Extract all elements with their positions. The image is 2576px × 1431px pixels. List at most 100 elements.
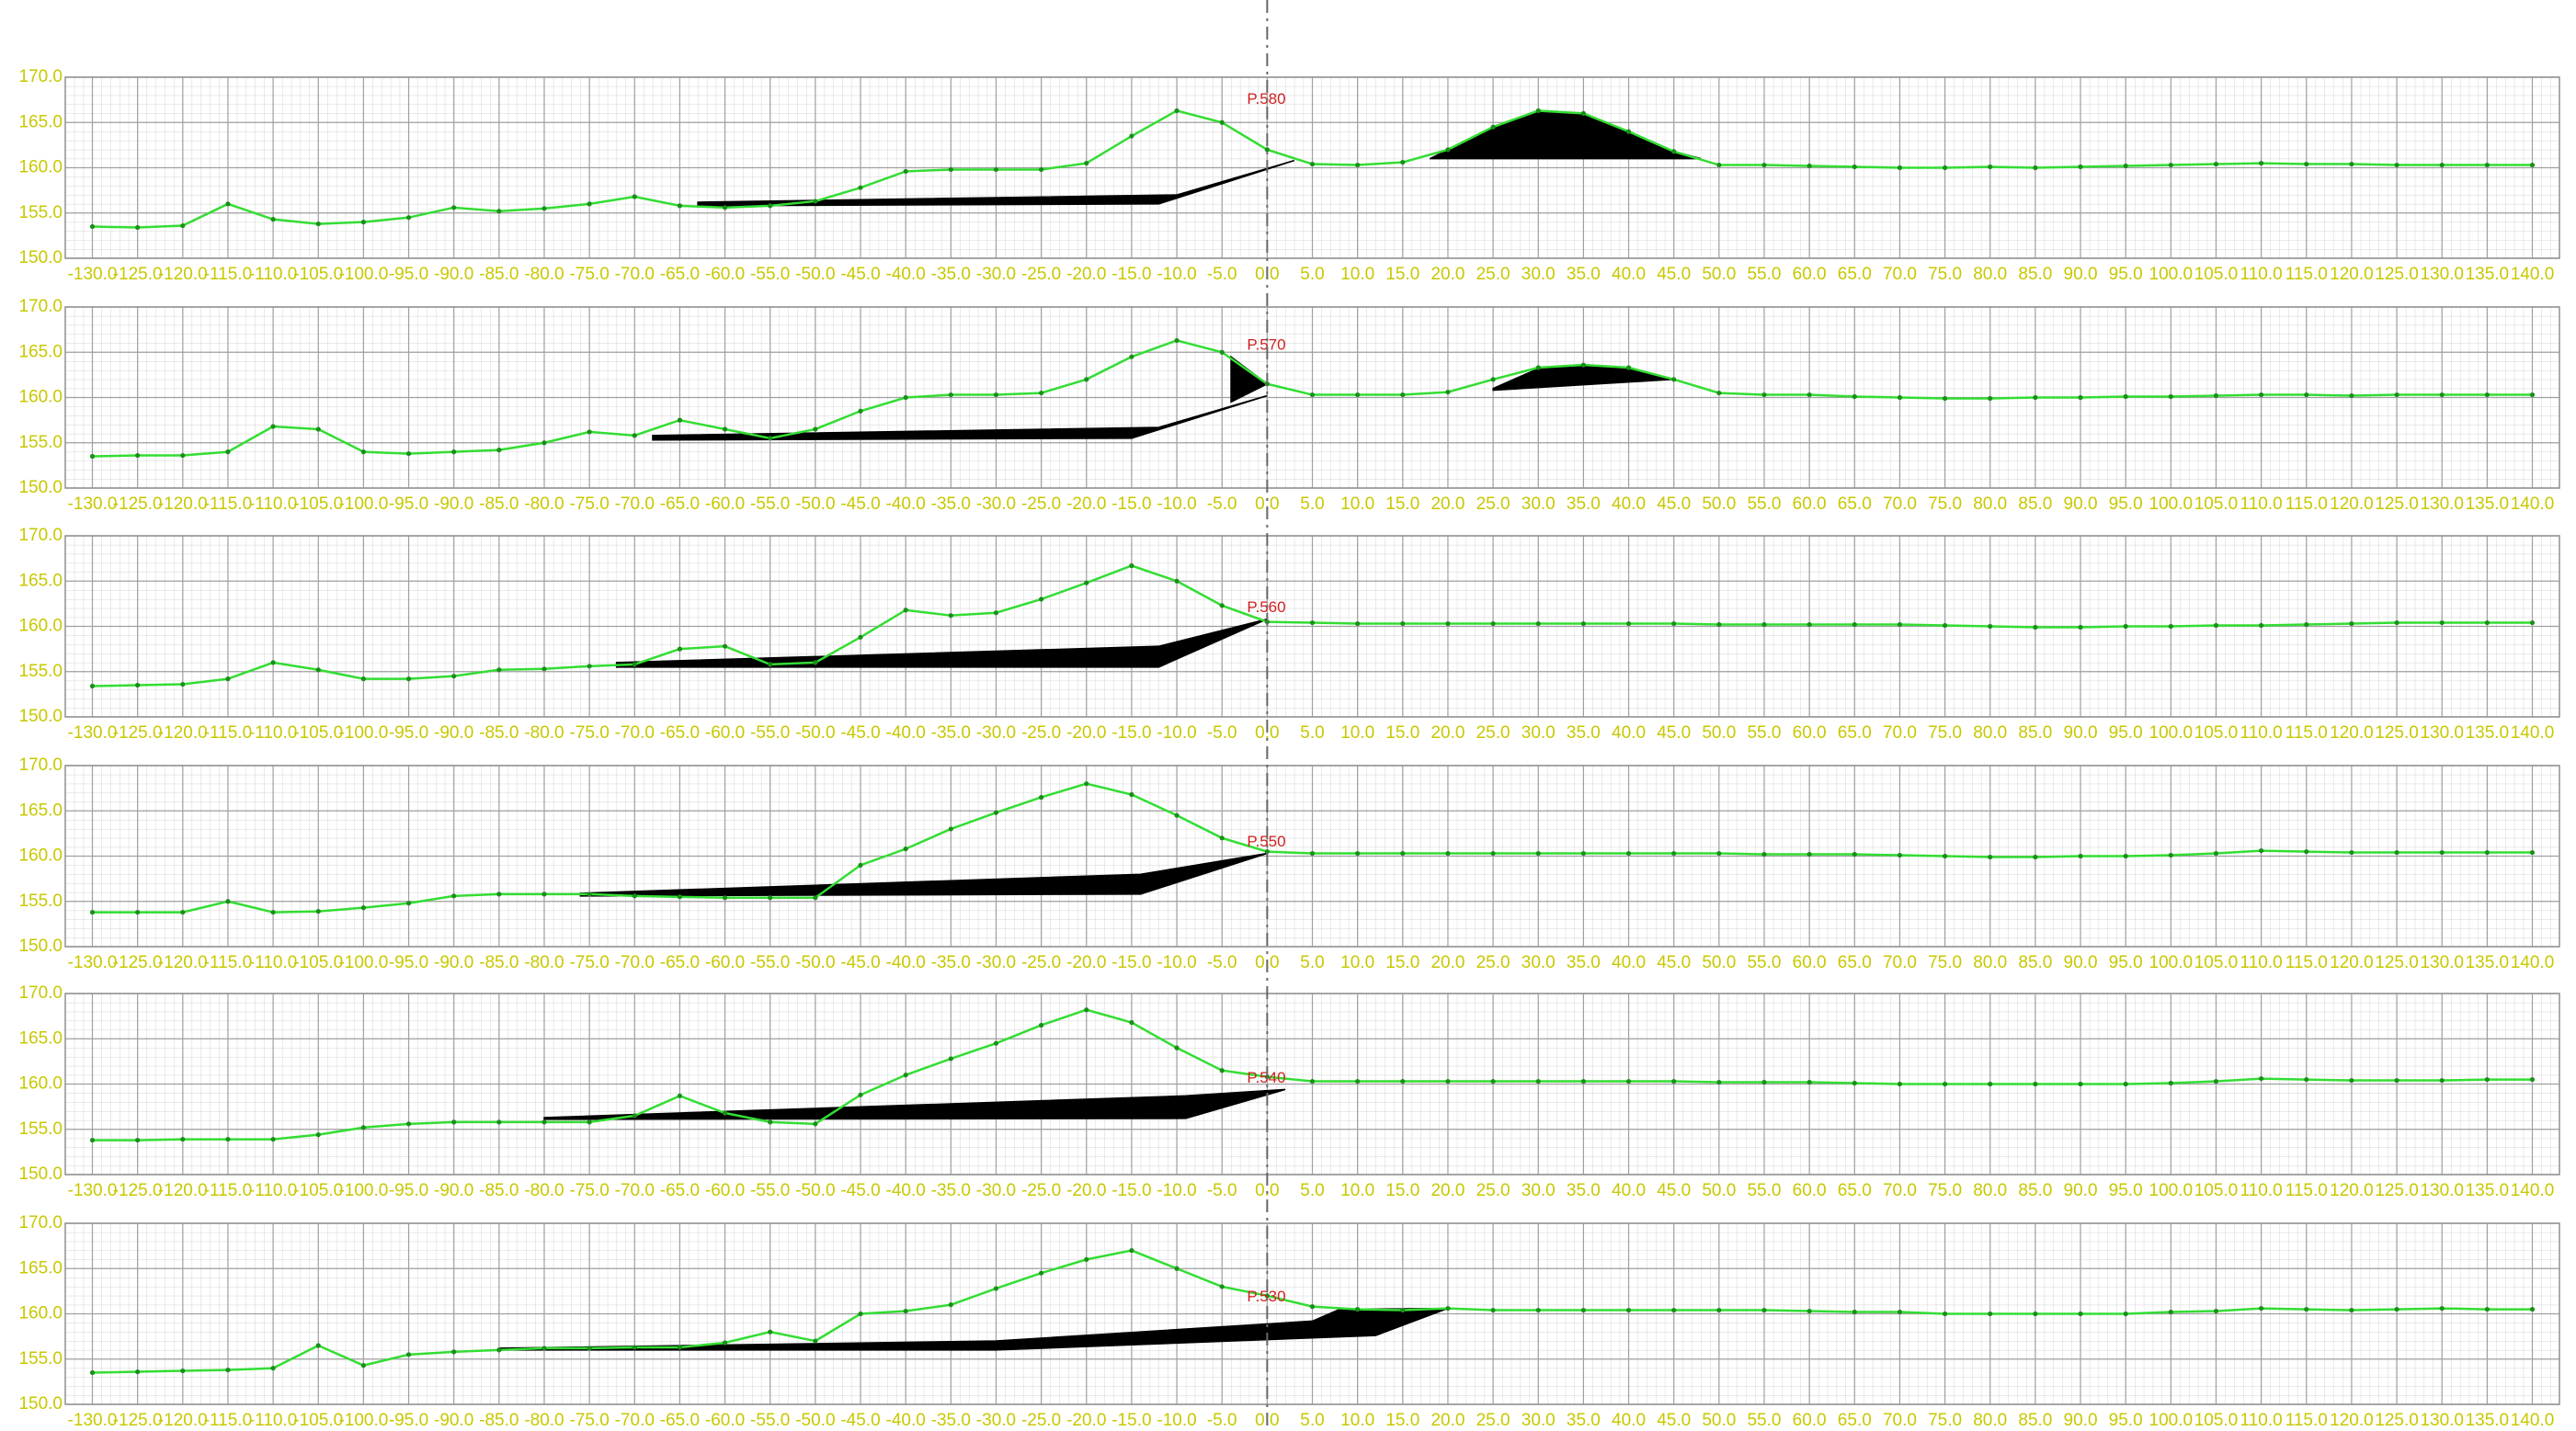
ground-point xyxy=(1535,620,1541,627)
ground-point xyxy=(89,683,96,689)
ground-point xyxy=(2123,853,2128,859)
ground-point xyxy=(541,1119,547,1125)
ground-point xyxy=(948,166,953,173)
ground-point xyxy=(1084,1007,1089,1013)
y-tick-label: 150.0 xyxy=(18,248,63,267)
x-tick-label: -85.0 xyxy=(479,494,519,514)
ground-point xyxy=(2349,1077,2354,1084)
x-tick-label: 130.0 xyxy=(2420,265,2464,284)
panel: 150.0 155.0 160.0 165.0 170.0 -130.0-125.0-12… xyxy=(18,1213,2560,1430)
x-tick-label: 140.0 xyxy=(2511,953,2555,972)
x-tick-label: -5.0 xyxy=(1207,723,1237,743)
ground-point xyxy=(587,664,592,669)
x-tick-label: 105.0 xyxy=(2194,1411,2239,1430)
x-tick-label: 25.0 xyxy=(1476,1411,1510,1430)
earthwork-fill xyxy=(615,618,1268,668)
ground-point xyxy=(1490,850,1496,857)
section-label: P.550 xyxy=(1247,833,1285,850)
x-tick-label: -105.0 xyxy=(293,494,343,514)
ground-point xyxy=(1084,580,1089,585)
ground-point xyxy=(405,450,412,457)
x-tick-label: 35.0 xyxy=(1567,1411,1601,1430)
ground-point xyxy=(1445,1078,1451,1085)
x-tick-label: 70.0 xyxy=(1883,494,1917,514)
ground-point xyxy=(1942,853,1948,859)
y-tick-label: 160.0 xyxy=(18,1304,63,1323)
ground-point xyxy=(180,222,186,229)
ground-point xyxy=(1400,1307,1406,1313)
x-tick-label: -20.0 xyxy=(1066,494,1106,514)
ground-point xyxy=(225,449,231,455)
x-tick-label: -130.0 xyxy=(68,265,118,284)
x-tick-label: -45.0 xyxy=(840,723,880,743)
ground-point xyxy=(1807,392,1812,398)
ground-point xyxy=(813,895,818,901)
x-tick-label: 95.0 xyxy=(2109,723,2143,743)
ground-point xyxy=(1897,165,1903,171)
earthwork-fill xyxy=(543,1088,1286,1120)
ground-point xyxy=(1625,620,1632,627)
ground-point xyxy=(1852,164,1857,170)
x-tick-label: 45.0 xyxy=(1657,953,1691,972)
ground-point xyxy=(2529,162,2536,168)
x-tick-label: 100.0 xyxy=(2149,1411,2194,1430)
x-tick-label: 65.0 xyxy=(1838,265,1872,284)
x-tick-label: 85.0 xyxy=(2018,494,2052,514)
ground-point xyxy=(2078,853,2083,859)
ground-point xyxy=(360,676,366,682)
x-tick-label: -50.0 xyxy=(795,1181,835,1200)
x-tick-label: -30.0 xyxy=(976,953,1016,972)
ground-point xyxy=(2529,1306,2536,1312)
x-tick-label: 120.0 xyxy=(2330,1181,2374,1200)
ground-point xyxy=(270,1136,276,1142)
y-tick-label: 170.0 xyxy=(18,1213,63,1232)
ground-point xyxy=(1445,389,1451,395)
ground-point xyxy=(2033,1311,2038,1317)
x-tick-label: 10.0 xyxy=(1340,723,1374,743)
x-tick-label: -75.0 xyxy=(569,265,609,284)
x-tick-label: 30.0 xyxy=(1522,1411,1556,1430)
x-tick-label: 55.0 xyxy=(1747,1181,1781,1200)
y-tick-label: 170.0 xyxy=(18,67,63,86)
x-tick-label: 5.0 xyxy=(1300,1411,1324,1430)
x-tick-label: -10.0 xyxy=(1157,1411,1196,1430)
x-tick-label: -100.0 xyxy=(338,1411,388,1430)
x-tick-label: -50.0 xyxy=(795,494,835,514)
ground-point xyxy=(1807,1308,1812,1314)
x-tick-label: -70.0 xyxy=(615,953,655,972)
ground-point xyxy=(768,895,773,901)
ground-point xyxy=(1039,390,1044,396)
x-tick-label: 105.0 xyxy=(2194,723,2239,743)
ground-point xyxy=(2394,1306,2399,1312)
ground-point xyxy=(405,676,412,682)
x-tick-label: -110.0 xyxy=(249,494,297,514)
ground-point xyxy=(587,201,592,207)
x-tick-label: -30.0 xyxy=(976,1411,1016,1430)
y-tick-label: 165.0 xyxy=(18,112,63,131)
x-tick-label: -15.0 xyxy=(1111,1411,1151,1430)
ground-point xyxy=(2439,619,2445,626)
x-tick-label: 40.0 xyxy=(1612,1411,1646,1430)
x-tick-label: -85.0 xyxy=(479,1411,519,1430)
y-tick-label: 160.0 xyxy=(18,1074,63,1094)
y-tick-label: 155.0 xyxy=(18,1349,63,1369)
x-tick-label: -55.0 xyxy=(750,723,790,743)
ground-point xyxy=(225,201,231,207)
ground-point xyxy=(1625,129,1632,134)
ground-point xyxy=(2484,392,2490,398)
ground-point xyxy=(2439,849,2445,856)
x-tick-label: -10.0 xyxy=(1157,265,1196,284)
ground-point xyxy=(1445,1305,1451,1312)
ground-point xyxy=(948,826,953,832)
ground-point xyxy=(677,1093,683,1098)
ground-point xyxy=(813,199,818,204)
x-tick-label: -60.0 xyxy=(705,953,745,972)
x-tick-label: -10.0 xyxy=(1157,1181,1196,1200)
x-tick-label: 5.0 xyxy=(1300,723,1324,743)
x-tick-label: 125.0 xyxy=(2375,1181,2419,1200)
x-tick-label: 40.0 xyxy=(1612,1181,1646,1200)
x-tick-label: 140.0 xyxy=(2511,494,2555,514)
y-tick-label: 170.0 xyxy=(18,526,63,545)
x-tick-label: -10.0 xyxy=(1157,723,1196,743)
